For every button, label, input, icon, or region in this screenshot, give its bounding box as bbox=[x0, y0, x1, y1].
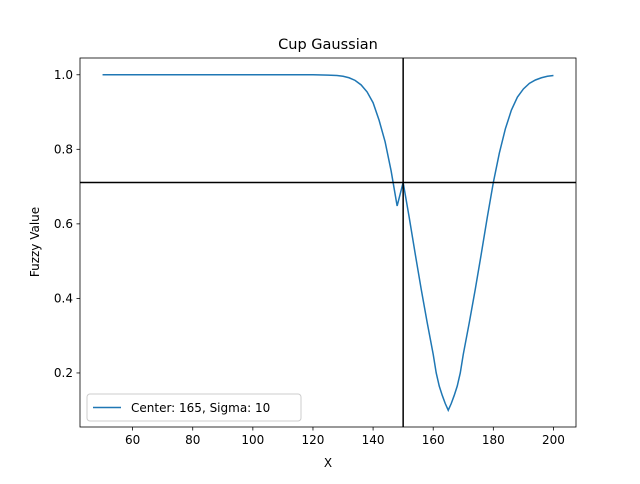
y-tick-label: 0.4 bbox=[54, 291, 73, 305]
y-tick-label: 0.2 bbox=[54, 366, 73, 380]
x-tick-label: 180 bbox=[482, 433, 505, 447]
x-tick-label: 140 bbox=[362, 433, 385, 447]
y-tick-label: 0.8 bbox=[54, 142, 73, 156]
legend: Center: 165, Sigma: 10 bbox=[86, 393, 302, 422]
chart-title: Cup Gaussian bbox=[278, 37, 378, 53]
x-tick-label: 80 bbox=[185, 433, 200, 447]
plot-border bbox=[79, 57, 577, 428]
x-axis: 60 80 100 120 140 160 180 200 bbox=[125, 427, 565, 447]
series-line bbox=[102, 74, 554, 413]
y-tick-label: 0.6 bbox=[54, 217, 73, 231]
x-tick-label: 100 bbox=[241, 433, 264, 447]
y-axis: 0.2 0.4 0.6 0.8 1.0 bbox=[54, 68, 80, 380]
plot-area bbox=[80, 58, 576, 427]
y-tick-label: 1.0 bbox=[54, 68, 73, 82]
x-tick-label: 120 bbox=[302, 433, 325, 447]
x-tick-label: 200 bbox=[542, 433, 565, 447]
x-axis-label: X bbox=[324, 456, 332, 470]
legend-label: Center: 165, Sigma: 10 bbox=[131, 401, 270, 415]
x-tick-label: 60 bbox=[125, 433, 140, 447]
x-tick-label: 160 bbox=[422, 433, 445, 447]
legend-box bbox=[86, 393, 302, 422]
y-axis-label: Fuzzy Value bbox=[28, 207, 42, 277]
